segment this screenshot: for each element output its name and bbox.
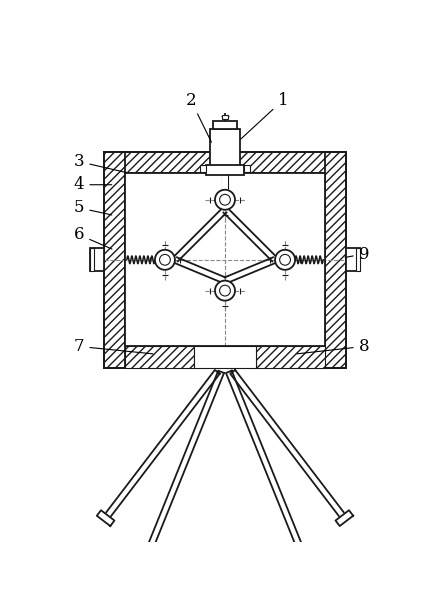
- Polygon shape: [226, 371, 304, 554]
- Polygon shape: [103, 370, 219, 520]
- Bar: [103, 152, 346, 173]
- Bar: [194, 347, 255, 368]
- Bar: [103, 152, 346, 368]
- Bar: [103, 347, 346, 368]
- Text: 8: 8: [297, 338, 368, 355]
- Circle shape: [219, 194, 230, 205]
- Bar: [244, 166, 250, 172]
- Text: 1: 1: [240, 91, 288, 139]
- Bar: [324, 152, 346, 368]
- Bar: [90, 248, 103, 272]
- Polygon shape: [145, 371, 223, 554]
- Bar: [199, 166, 205, 172]
- Bar: [125, 173, 324, 347]
- Bar: [90, 248, 94, 272]
- Bar: [255, 347, 324, 368]
- Text: 7: 7: [74, 338, 152, 355]
- Text: 9: 9: [344, 245, 368, 262]
- Bar: [125, 347, 194, 368]
- Polygon shape: [292, 546, 311, 559]
- Circle shape: [275, 250, 294, 270]
- Text: 6: 6: [74, 227, 112, 249]
- Polygon shape: [138, 546, 157, 559]
- Bar: [210, 128, 239, 173]
- Circle shape: [155, 250, 174, 270]
- Bar: [205, 166, 244, 175]
- Circle shape: [215, 190, 234, 209]
- Circle shape: [219, 285, 230, 296]
- Bar: [213, 121, 236, 128]
- Bar: [221, 114, 228, 119]
- Polygon shape: [230, 370, 346, 520]
- Circle shape: [215, 281, 234, 301]
- Bar: [346, 248, 359, 272]
- Text: 5: 5: [74, 199, 112, 216]
- Polygon shape: [335, 510, 352, 526]
- Bar: [221, 173, 228, 189]
- Text: 4: 4: [74, 176, 111, 193]
- Bar: [355, 248, 359, 272]
- Circle shape: [279, 255, 290, 265]
- Circle shape: [159, 255, 170, 265]
- Text: 2: 2: [185, 91, 211, 142]
- Bar: [103, 152, 125, 368]
- Polygon shape: [97, 510, 114, 526]
- Text: 3: 3: [74, 153, 126, 172]
